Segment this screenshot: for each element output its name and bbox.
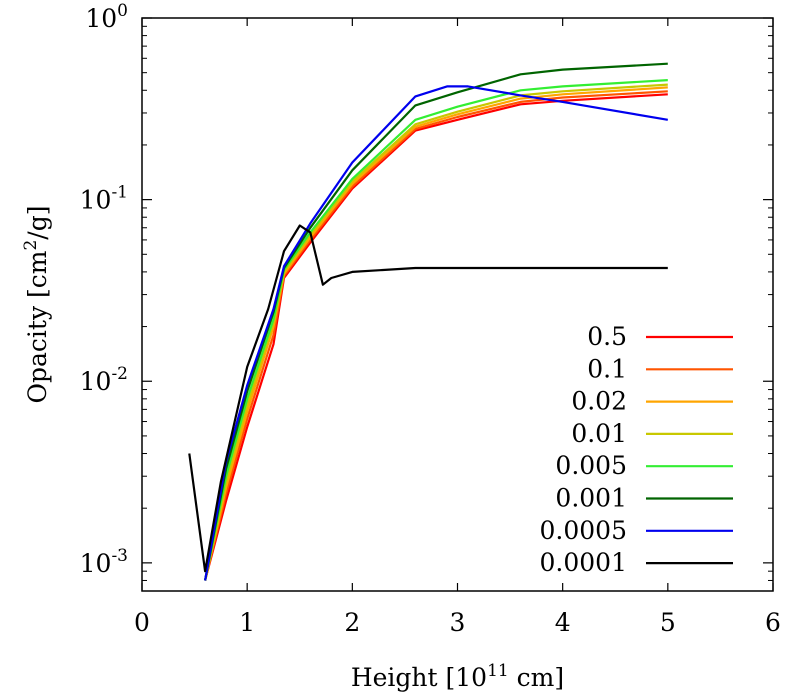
- legend-label: 0.1: [587, 354, 627, 383]
- y-tick-label: 10-2: [80, 364, 128, 396]
- legend-label: 0.0005: [540, 516, 627, 545]
- series-line-0.02: [204, 86, 668, 581]
- series-lines: [188, 62, 668, 581]
- series-line-0.5: [204, 93, 668, 581]
- series-line-0.0001: [188, 224, 668, 573]
- y-tick-label: 100: [85, 1, 128, 33]
- y-axis-label: Opacity [cm2/g]: [21, 206, 52, 404]
- x-tick-label: 1: [239, 608, 255, 637]
- legend-label: 0.0001: [540, 548, 627, 577]
- legend: 0.5 0.1 0.02 0.01 0.005 0.001 0.0005 0.0001: [540, 322, 733, 577]
- x-tick-label: 5: [660, 608, 676, 637]
- series-line-0.001: [204, 62, 668, 581]
- axis-ticks: [141, 17, 774, 592]
- x-axis-label: Height [1011 cm]: [351, 661, 564, 692]
- series-line-0.01: [204, 83, 668, 581]
- x-tick-label: 0: [134, 608, 150, 637]
- legend-label: 0.005: [555, 451, 627, 480]
- x-tick-label: 3: [450, 608, 466, 637]
- legend-label: 0.01: [571, 419, 627, 448]
- y-tick-label: 10-3: [80, 546, 128, 578]
- series-line-0.0005: [204, 85, 668, 581]
- y-tick-label: 10-1: [80, 183, 128, 215]
- legend-label: 0.001: [555, 484, 627, 513]
- x-tick-label: 2: [344, 608, 360, 637]
- series-line-0.005: [204, 79, 668, 581]
- tick-labels: 0 1 2 3 4 5 6 100 10-1 10-2 10-3: [80, 1, 781, 637]
- x-tick-label: 6: [765, 608, 781, 637]
- x-tick-label: 4: [555, 608, 571, 637]
- legend-label: 0.02: [571, 387, 627, 416]
- legend-label: 0.5: [587, 322, 627, 351]
- series-line-0.1: [204, 90, 668, 581]
- plot-frame: [141, 17, 774, 592]
